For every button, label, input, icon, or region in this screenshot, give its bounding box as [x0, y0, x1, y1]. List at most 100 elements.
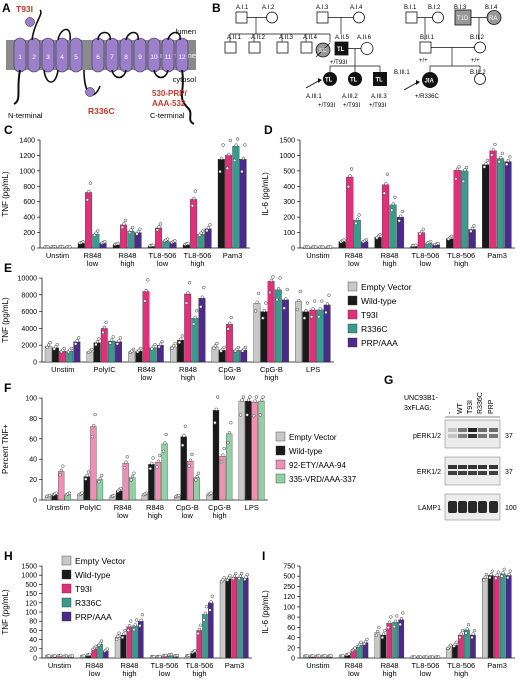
panel-b-letter: B [212, 1, 221, 15]
blot-bands [448, 428, 498, 513]
replicate-dot [494, 576, 498, 580]
x-tick-label: low [420, 259, 432, 268]
replicate-dot [381, 632, 386, 636]
replicate-dot [200, 229, 205, 233]
x-tick-label: low [89, 669, 101, 678]
replicate-dot [349, 167, 354, 171]
genotype-a-ii-5: +/T93I [330, 60, 348, 66]
bar-wild-type-5 [225, 578, 232, 659]
helix-9 [133, 37, 147, 73]
bar-prp-aaa-5 [504, 161, 512, 249]
replicate-dot [221, 143, 225, 147]
replicate-dot [215, 341, 219, 346]
replicate-dot [234, 571, 238, 576]
legend-swatch [275, 445, 286, 456]
x-tick-label: high [122, 669, 136, 678]
bar-wild-type-5 [487, 575, 494, 659]
replicate-dot [317, 315, 321, 319]
replicate-dot [282, 306, 286, 310]
x-tick-label: TL8-506 [447, 661, 475, 670]
band-perk-1 [468, 428, 477, 432]
x-tick-label: high [190, 259, 204, 268]
band-perk-2 [458, 434, 467, 438]
replicate-dot [135, 232, 139, 236]
x-tick-label: PolyIC [79, 503, 102, 512]
replicate-dot [222, 446, 226, 451]
replicate-dot [105, 647, 109, 651]
y-tick-label: 500 [283, 574, 295, 581]
replicate-dot [190, 452, 194, 457]
replicate-dot [138, 624, 142, 628]
replicate-dot [238, 413, 243, 417]
replicate-dot [199, 623, 203, 627]
x-tick-label: low [224, 373, 236, 382]
replicate-dot [173, 341, 177, 346]
legend-label: PRP/AAA [361, 338, 398, 348]
replicate-dot [55, 342, 59, 347]
pedigree-a-iii-1-proband [323, 72, 337, 86]
replicate-dot [53, 244, 58, 249]
replicate-dot [470, 226, 475, 231]
panel-e-chart: E TNF (pg/mL) 0 2000 4000 6000 8000 10000 Unstim… [1, 261, 334, 382]
replicate-dot [457, 165, 461, 169]
c-terminal-label: C-terminal [150, 111, 185, 120]
y-tick-label: 0 [33, 656, 37, 663]
replicate-dot [228, 138, 233, 143]
band-lamp1 [489, 501, 498, 513]
replicate-dot [157, 225, 161, 229]
x-tick-label: high [212, 511, 226, 520]
legend-label: T93I [361, 310, 378, 320]
replicate-dot [104, 320, 108, 325]
y-tick-label: 600 [23, 199, 35, 206]
replicate-dot [94, 342, 98, 347]
replicate-dot [80, 491, 84, 495]
replicate-dot [59, 653, 63, 658]
replicate-dot [100, 473, 104, 478]
helix-number-8: 8 [124, 54, 128, 61]
band-erk-2 [468, 471, 477, 475]
replicate-dot [97, 480, 101, 484]
replicate-dot [127, 624, 132, 628]
legend-label: Wild-type [361, 296, 397, 306]
replicate-dot [436, 655, 441, 659]
y-tick-label: 6000 [21, 309, 37, 316]
x-tick-label: low [117, 511, 129, 520]
y-tick-label: 60 [287, 625, 295, 632]
panel-e-letter: E [4, 261, 12, 275]
replicate-dot [202, 618, 206, 622]
pedigree-b-ii-2 [474, 41, 486, 54]
replicate-dot [180, 334, 185, 338]
label-a-ii-5: A.II.5 [335, 35, 350, 41]
replicate-dot [108, 341, 112, 345]
replicate-dot [144, 288, 148, 293]
label-b-i-3: B.I.3 [454, 5, 467, 11]
replicate-dot [271, 275, 275, 279]
replicate-dot [314, 245, 318, 249]
band-perk-1 [478, 428, 487, 432]
replicate-dot [46, 343, 51, 347]
replicate-dot [243, 143, 247, 147]
x-tick-label: R848 [381, 661, 399, 670]
band-erk-2 [478, 471, 487, 475]
replicate-dot [151, 243, 155, 247]
replicate-dot [94, 644, 98, 649]
y-tick-label: 1000 [21, 573, 37, 580]
replicate-dot [112, 493, 116, 498]
replicate-dot [120, 635, 125, 640]
y-tick-label: 40 [29, 457, 37, 464]
replicate-dot [483, 575, 487, 579]
replicate-dot [206, 226, 211, 230]
replicate-dot [262, 308, 266, 313]
y-tick-label: 1500 [279, 138, 295, 145]
tl-label-a-iii-1: TL [325, 78, 333, 84]
replicate-dot [134, 618, 139, 622]
replicate-dot [60, 244, 65, 249]
legend-swatch [61, 611, 72, 622]
replicate-dot [497, 160, 501, 164]
x-tick-label: Pam3 [223, 251, 243, 260]
replicate-dot [449, 234, 454, 239]
y-axis-label: TNF (pg/mL) [1, 589, 10, 635]
x-tick-label: low [159, 669, 171, 678]
replicate-dot [130, 474, 135, 479]
label-b-i-2: B.I.2 [428, 5, 441, 11]
